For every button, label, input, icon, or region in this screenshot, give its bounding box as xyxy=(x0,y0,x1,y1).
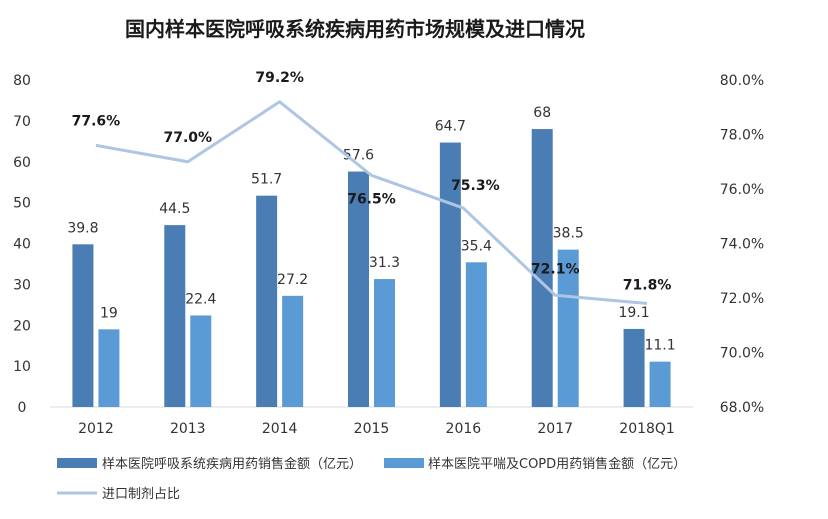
bar-label-asthma-copd-sales: 35.4 xyxy=(461,238,492,254)
legend-label-respiratory-sales: 样本医院呼吸系统疾病用药销售金额（亿元） xyxy=(102,456,362,472)
right-axis-tick-label: 70.0% xyxy=(720,346,764,362)
import-share-point-label: 77.6% xyxy=(72,113,121,129)
bar-label-respiratory-sales: 19.1 xyxy=(618,305,649,321)
bar-asthma-copd-sales xyxy=(649,361,671,407)
bar-label-asthma-copd-sales: 22.4 xyxy=(185,291,216,307)
bar-respiratory-sales xyxy=(164,225,186,407)
bar-respiratory-sales xyxy=(623,328,645,407)
bar-label-asthma-copd-sales: 11.1 xyxy=(644,338,675,354)
bar-label-respiratory-sales: 44.5 xyxy=(159,201,190,217)
left-axis-tick-label: 50 xyxy=(13,196,31,212)
bar-asthma-copd-sales xyxy=(557,249,579,407)
right-axis-tick-label: 80.0% xyxy=(720,73,764,89)
bar-asthma-copd-sales xyxy=(98,329,120,407)
import-share-point-label: 72.1% xyxy=(531,261,580,277)
bar-label-asthma-copd-sales: 31.3 xyxy=(369,255,400,271)
x-axis-tick-label: 2018Q1 xyxy=(619,421,675,437)
import-share-point-label: 77.0% xyxy=(163,130,212,146)
bar-asthma-copd-sales xyxy=(465,262,487,407)
left-axis-tick-label: 40 xyxy=(13,237,31,253)
bar-respiratory-sales xyxy=(348,171,369,407)
import-share-point-label: 75.3% xyxy=(451,178,500,194)
bar-respiratory-sales xyxy=(256,195,278,407)
bars xyxy=(72,129,671,408)
bar-label-asthma-copd-sales: 38.5 xyxy=(553,226,584,242)
right-axis-tick-label: 76.0% xyxy=(720,182,764,198)
legend-swatch-asthma-copd-sales xyxy=(384,458,424,468)
left-axis-tick-label: 30 xyxy=(13,277,31,293)
bar-asthma-copd-sales xyxy=(282,295,304,407)
chart-title: 国内样本医院呼吸系统疾病用药市场规模及进口情况 xyxy=(125,17,585,41)
left-axis: 0 10 20 30 40 50 60 70 80 xyxy=(13,73,31,416)
x-axis-tick-label: 2013 xyxy=(170,421,206,437)
import-share-point-label: 71.8% xyxy=(623,277,672,293)
left-axis-tick-label: 20 xyxy=(13,318,31,334)
right-axis-tick-label: 74.0% xyxy=(720,237,764,253)
bar-label-respiratory-sales: 64.7 xyxy=(435,119,466,135)
legend: 样本医院呼吸系统疾病用药销售金额（亿元） 样本医院平喘及COPD用药销售金额（亿元… xyxy=(57,456,686,502)
bar-label-asthma-copd-sales: 19 xyxy=(100,305,118,321)
import-share-point-label: 79.2% xyxy=(255,70,304,86)
import-share-point-label: 76.5% xyxy=(347,191,396,207)
left-axis-tick-label: 10 xyxy=(13,359,31,375)
right-axis-tick-label: 78.0% xyxy=(720,128,764,144)
x-axis-tick-label: 2017 xyxy=(537,421,573,437)
left-axis-tick-label: 60 xyxy=(13,155,31,171)
x-axis-tick-label: 2016 xyxy=(446,421,482,437)
right-axis: 68.0% 70.0% 72.0% 74.0% 76.0% 78.0% 80.0% xyxy=(720,73,764,416)
left-axis-tick-label: 0 xyxy=(18,400,27,416)
x-axis-tick-label: 2012 xyxy=(78,421,114,437)
import-share-line xyxy=(95,100,648,305)
bar-respiratory-sales xyxy=(531,129,553,408)
legend-label-import-share: 进口制剂占比 xyxy=(102,487,180,502)
import-share-line-group: 77.6% 77.0% 79.2% 76.5% 75.3% 72.1% 71.8% xyxy=(72,70,672,305)
bar-asthma-copd-sales xyxy=(190,315,212,407)
bar-label-respiratory-sales: 51.7 xyxy=(251,172,282,188)
bar-label-respiratory-sales: 68 xyxy=(533,105,551,121)
legend-label-asthma-copd-sales: 样本医院平喘及COPD用药销售金额（亿元） xyxy=(428,456,686,472)
x-axis: 2012 2013 2014 2015 2016 2017 2018Q1 xyxy=(50,406,693,437)
bar-label-respiratory-sales: 39.8 xyxy=(67,220,98,236)
left-axis-tick-label: 70 xyxy=(13,114,31,130)
x-axis-tick-label: 2015 xyxy=(354,421,390,437)
x-axis-tick-label: 2014 xyxy=(262,421,298,437)
right-axis-tick-label: 68.0% xyxy=(720,400,764,416)
bar-respiratory-sales xyxy=(72,244,94,407)
legend-swatch-respiratory-sales xyxy=(57,458,97,468)
bar-labels: 39.81944.522.451.727.257.631.364.735.468… xyxy=(67,105,675,354)
left-axis-tick-label: 80 xyxy=(13,73,31,89)
bar-respiratory-sales xyxy=(439,142,461,407)
bar-label-asthma-copd-sales: 27.2 xyxy=(277,272,308,288)
right-axis-tick-label: 72.0% xyxy=(720,291,764,307)
bar-asthma-copd-sales xyxy=(374,279,395,407)
